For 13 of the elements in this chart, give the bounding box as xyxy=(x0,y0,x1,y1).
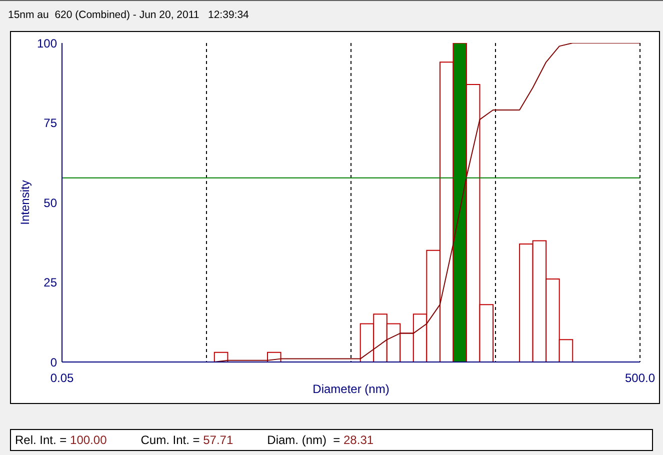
text: Rel. Int. = 100.00 xyxy=(15,433,107,447)
y-tick-label: 50 xyxy=(44,196,58,210)
x-axis-title: Diameter (nm) xyxy=(312,382,390,396)
y-tick-label: 0 xyxy=(50,355,58,370)
text: Cum. Int. = 57.71 xyxy=(140,433,234,447)
y-tick-label: 75 xyxy=(44,116,58,130)
x-tick-label: 0.05 xyxy=(50,371,74,385)
chart-title: 15nm au 620 (Combined) - Jun 20, 2011 12:39:34 xyxy=(8,8,249,22)
y-tick-label: 25 xyxy=(44,276,58,290)
y-tick-label: 100 xyxy=(36,36,58,50)
text: Diam. (nm) = 28.31 xyxy=(267,433,374,447)
x-tick-label: 500.0 xyxy=(624,371,656,385)
y-axis-title: Intensity xyxy=(18,180,32,225)
